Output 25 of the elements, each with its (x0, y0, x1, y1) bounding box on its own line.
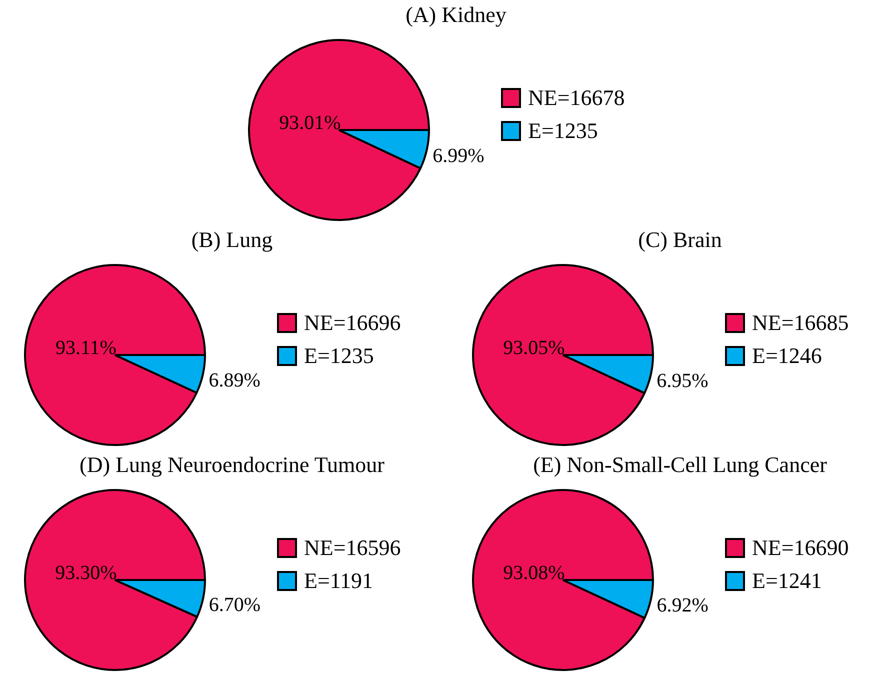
chart-title: (A) Kidney (404, 2, 508, 28)
chart-title: (C) Brain (637, 227, 723, 253)
data-label: 6.92% (656, 594, 708, 617)
data-label: 93.05% (503, 336, 565, 359)
data-label: 6.95% (656, 370, 708, 392)
legend-label: E=1235 (528, 118, 598, 144)
chart-title: (E) Non-Small-Cell Lung Cancer (532, 452, 828, 478)
chart-title: (D) Lung Neuroendocrine Tumour (78, 452, 386, 478)
data-label: 6.89% (208, 370, 260, 392)
legend-label: E=1235 (304, 342, 374, 368)
data-label: 93.01% (279, 112, 341, 134)
legend-label: E=1191 (304, 568, 374, 594)
data-label: 6.99% (432, 144, 484, 167)
data-label: 6.70% (208, 594, 261, 616)
legend-label: E=1241 (752, 568, 822, 594)
legend-label: E=1246 (752, 342, 822, 368)
data-label: 93.30% (55, 562, 117, 584)
legend-label: NE=16696 (304, 310, 401, 336)
legend-label: NE=16690 (752, 534, 849, 560)
legend-label: NE=16678 (528, 84, 625, 110)
legend-label: NE=16685 (752, 310, 849, 336)
data-label: 93.08% (503, 562, 565, 584)
chart-title: (B) Lung (190, 227, 274, 253)
legend-label: NE=16596 (304, 534, 401, 560)
data-label: 93.11% (56, 336, 116, 359)
